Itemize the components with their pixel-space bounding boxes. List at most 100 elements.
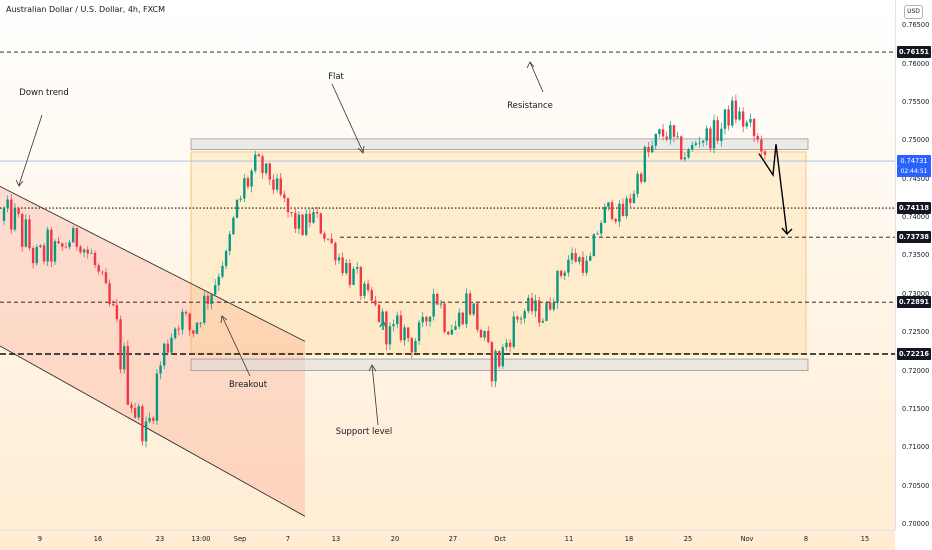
candle-body [235,199,239,218]
candle-body [184,311,188,314]
candle-body [173,328,177,338]
candle-body [614,218,617,222]
candle-body [647,146,650,153]
candle-body [243,178,246,199]
price-tick-label: 0.72000 [902,366,930,375]
candle-body [643,146,647,182]
candle-body [192,330,195,334]
candle-body [490,342,494,382]
arrow-support-head [368,364,377,372]
candle-body [82,249,86,253]
candle-body [447,331,450,335]
candle-body [181,311,184,330]
candle-body [468,293,472,315]
candle-body [363,283,366,296]
candle-body [461,312,464,325]
candle-body [723,109,727,129]
candle-body [559,270,563,276]
price-level-tag: 0.73738 [897,231,931,244]
candle-body [319,213,322,234]
candle-body [385,311,388,345]
candle-body [177,328,180,330]
candle-body [443,303,446,332]
candlesticks [2,94,767,448]
time-tick-label: 23 [155,535,165,543]
candle-body [741,111,745,127]
candle-body [130,404,133,409]
candle-body [417,322,421,342]
candle-body [264,163,268,174]
candle-body [312,211,315,223]
candle-body [479,329,483,338]
candle-body [112,304,115,306]
candle-body [370,290,373,301]
candle-body [570,253,574,260]
candle-body [508,342,512,347]
currency-badge[interactable]: USD [904,5,923,19]
candle-body [166,343,170,353]
candle-body [672,125,676,137]
arrow-resistance-head [526,61,535,69]
candle-body [348,263,352,285]
flat-range-zone [190,151,807,355]
price-tick-label: 0.71500 [902,404,930,413]
candle-body [738,111,741,120]
candle-body [603,206,606,223]
candle-body [115,305,119,320]
resistance-zone [190,138,809,151]
bar-countdown: 02:44:51 [897,167,931,178]
candle-body [352,268,355,285]
candle-body [355,267,359,269]
candle-body [410,338,414,353]
candle-body [337,257,341,261]
candle-body [101,271,104,273]
candle-body [381,311,384,322]
candle-body [6,199,9,208]
candle-body [534,300,537,312]
candle-body [199,322,202,324]
candle-body [366,283,370,291]
candle-body [97,265,100,272]
candle-body [632,193,636,203]
price-tick-label: 0.76000 [902,59,930,68]
arrow-support [371,364,379,426]
candle-body [86,249,89,254]
candle-body [31,248,35,264]
price-plot [0,51,895,517]
candle-body [79,246,82,253]
candle-body [17,207,20,214]
arrow-resistance [529,61,544,93]
candle-body [621,203,625,217]
price-tick-label: 0.70500 [902,481,930,490]
candle-body [454,326,457,330]
price-tick-label: 0.73500 [902,251,930,260]
candle-body [53,241,57,262]
candle-body [152,417,155,421]
candle-body [283,194,286,199]
symbol-title: Australian Dollar / U.S. Dollar, 4h, FXC… [6,5,166,14]
price-tick-label: 0.73000 [902,289,930,298]
time-tick-label: Oct [494,535,506,543]
candle-body [436,293,439,305]
candle-body [359,267,363,296]
candle-body [137,406,140,418]
candle-body [763,151,767,155]
price-level-tag: 0.72216 [897,347,931,360]
price-level-tag: 0.76151 [897,46,931,59]
candle-body [428,316,432,322]
green-up-arrow-icon [379,319,387,330]
candle-body [654,134,657,146]
channel-lower-line [0,345,306,517]
candle-body [450,329,454,335]
channel-upper-line [0,186,306,342]
candle-body [556,270,559,303]
candle-body [425,316,428,322]
candle-body [50,229,53,262]
candle-body [341,257,344,274]
candle-body [483,331,486,338]
candle-body [494,351,497,382]
candle-body [21,213,24,247]
candle-body [61,243,64,247]
time-axis-border [0,530,895,531]
